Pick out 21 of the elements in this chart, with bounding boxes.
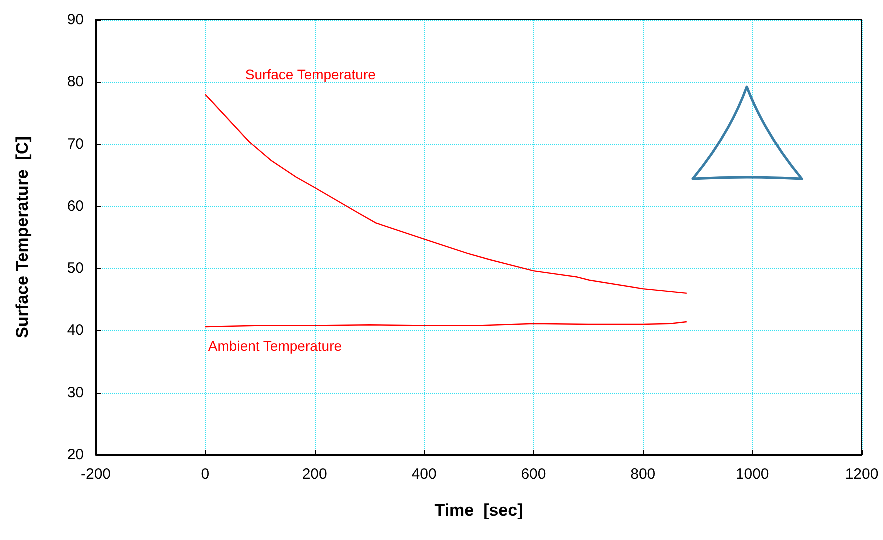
y-tick-label: 30 [67,384,84,402]
y-tick-label: 80 [67,74,84,91]
y-tick-label: 40 [67,322,84,340]
y-tick-label: 20 [67,446,84,464]
text: Surface Temperature [245,66,376,83]
series-label: Ambient Temperature [208,338,342,354]
x-tick-label: -200 [80,466,112,483]
x-tick-label: 600 [521,466,546,483]
y-axis-title: Surface Temperature [C] [13,136,32,338]
x-tick-label: 1000 [736,466,770,483]
y-tick-label: 50 [67,260,84,278]
x-tick-label: 200 [302,466,328,483]
y-tick-label: 60 [67,198,84,215]
x-tick-label: 800 [630,466,656,483]
x-tick-label: 400 [412,466,437,483]
x-axis-title: Time [sec] [434,501,524,520]
y-tick-label: 90 [67,12,84,28]
line-series [204,94,688,294]
x-tick-label: 0 [201,466,210,483]
x-tick-label: 1200 [845,466,879,483]
y-tick-label: 70 [67,136,84,153]
